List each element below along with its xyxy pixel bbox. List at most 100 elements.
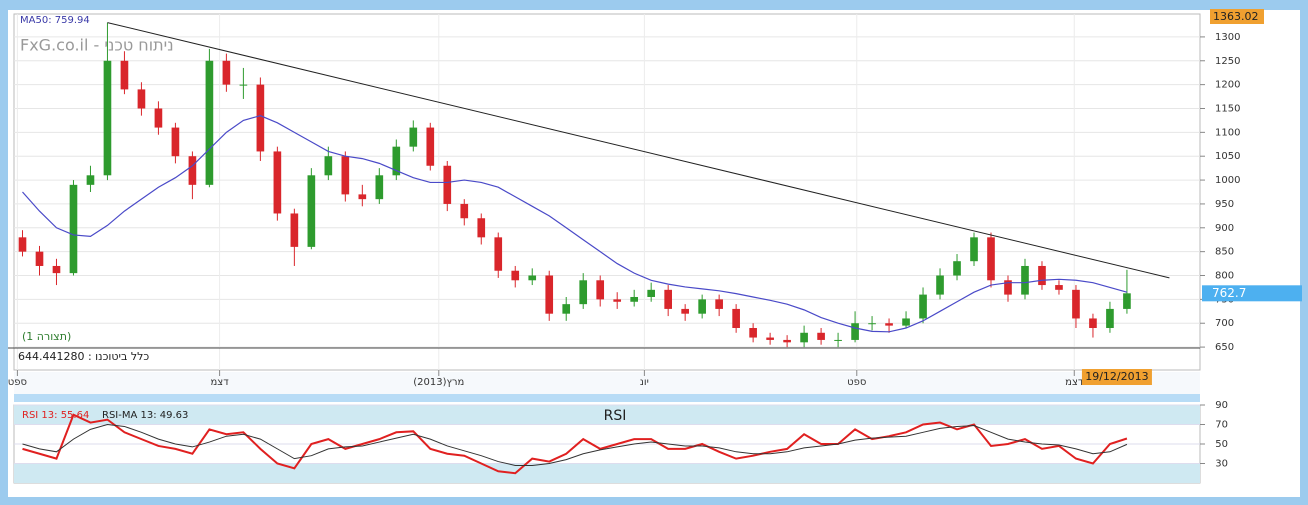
rsi-ma-legend: RSI-MA 13: 49.63 — [102, 410, 188, 421]
y-tick-label: 700 — [1215, 318, 1234, 329]
candle-body — [341, 156, 350, 195]
rsi-title: RSI — [604, 408, 627, 424]
y-tick-label: 800 — [1215, 271, 1234, 282]
candle-body — [426, 127, 435, 166]
plot-area — [13, 13, 1201, 371]
y-tick-label: 1250 — [1215, 56, 1240, 67]
rsi-line — [22, 423, 1128, 466]
y-tick-label: 1000 — [1215, 175, 1240, 186]
candle-body — [1038, 265, 1046, 286]
last-price-box — [1202, 285, 1302, 302]
candle-body — [171, 127, 180, 157]
candle-body — [375, 175, 384, 200]
candle-body — [630, 296, 639, 302]
candle-body — [885, 323, 893, 326]
cursor-date-box — [1081, 369, 1152, 385]
candle-body — [392, 146, 401, 176]
y-tick-label: 30 — [1215, 459, 1228, 470]
candle-body — [137, 89, 146, 109]
candle-body — [1004, 280, 1012, 295]
candle-body — [154, 108, 163, 128]
candle-body — [528, 275, 537, 281]
candle-body — [681, 308, 689, 314]
candle-body — [86, 175, 95, 185]
band — [14, 405, 1200, 425]
candle-body — [324, 156, 333, 176]
candle-body — [1123, 293, 1131, 309]
y-tick-label: 850 — [1215, 247, 1234, 258]
candle-body — [783, 339, 791, 343]
y-tick-label: 1100 — [1215, 127, 1240, 138]
separator — [14, 394, 1200, 402]
subtitle: (תצורה 1) — [22, 330, 71, 343]
band — [14, 463, 1200, 483]
candle-body — [817, 332, 825, 340]
candle-body — [290, 213, 299, 247]
candle-body — [494, 237, 503, 271]
candle-body — [919, 294, 927, 319]
candle-body — [307, 175, 316, 247]
chart-title: FxG.co.il - ניתוח טכני — [20, 36, 174, 55]
note: כלל ביטוכנו : 644.441280 — [18, 350, 149, 363]
candle-body — [35, 251, 44, 266]
y-tick-label: 1150 — [1215, 103, 1240, 114]
y-tick-label: 900 — [1215, 223, 1234, 234]
y-tick-label: 90 — [1215, 400, 1228, 411]
candle-body — [936, 275, 944, 295]
price-panel: 6507007508008509009501000105011001150120… — [8, 9, 1302, 388]
candle-body — [239, 84, 248, 86]
candle-body — [902, 318, 910, 326]
high-label-box — [1210, 9, 1264, 24]
candle-body — [120, 60, 129, 90]
candle-body — [358, 194, 367, 200]
rsi-line — [22, 413, 1128, 475]
candle-body — [205, 60, 214, 185]
x-tick-label: דצמ — [1065, 377, 1084, 388]
y-tick-label: 1050 — [1215, 151, 1240, 162]
x-tick-label: דצמ — [211, 377, 230, 388]
candle-body — [545, 275, 554, 314]
candle-body — [596, 280, 605, 300]
cursor-date: 19/12/2013 — [1085, 370, 1148, 383]
candle-body — [1072, 289, 1080, 319]
candle-body — [443, 165, 452, 204]
candle-body — [715, 299, 723, 309]
candle-body — [800, 332, 808, 343]
candle-body — [766, 337, 774, 340]
candle-body — [273, 151, 282, 214]
candle-body — [511, 270, 520, 281]
high-label: 1363.02 — [1213, 10, 1259, 23]
x-axis-strip — [14, 372, 1200, 394]
x-tick-label: מרץ(2013) — [413, 377, 464, 388]
rsi-panel: 30 50 70 90 — [13, 400, 1228, 484]
y-tick-label: 70 — [1215, 420, 1228, 431]
candle-body — [1106, 308, 1114, 329]
y-tick-label: 1200 — [1215, 80, 1240, 91]
x-tick-label: ספט — [847, 377, 866, 388]
candle-body — [1021, 265, 1029, 295]
y-tick-label: 650 — [1215, 342, 1234, 353]
candle-body — [834, 339, 842, 341]
y-tick-label: 1300 — [1215, 32, 1240, 43]
candle-body — [664, 289, 672, 309]
candle-body — [103, 60, 112, 176]
candle-body — [188, 156, 197, 185]
candle-body — [970, 237, 978, 262]
candle-body — [18, 237, 27, 252]
candle-body — [732, 308, 740, 329]
candle-body — [409, 127, 418, 147]
candle-body — [477, 218, 486, 238]
candle-body — [256, 84, 265, 152]
candle-body — [1055, 285, 1063, 290]
candle-body — [749, 328, 757, 338]
candle-body — [222, 60, 231, 85]
candle-body — [647, 289, 656, 297]
y-tick-label: 50 — [1215, 439, 1228, 450]
candle-body — [52, 265, 61, 274]
candle-body — [987, 237, 995, 281]
x-tick-label: ספט — [8, 377, 27, 388]
candle-body — [562, 304, 571, 314]
candle-body — [69, 184, 78, 274]
candle-body — [1089, 318, 1097, 329]
